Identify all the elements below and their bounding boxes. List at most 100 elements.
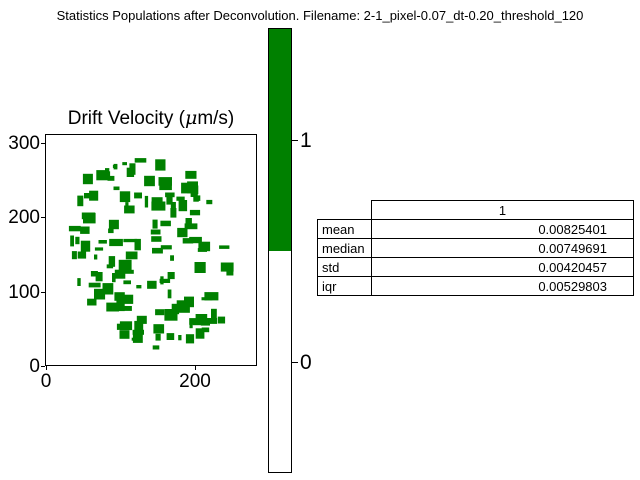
velocity-pixel-cluster: [119, 191, 131, 203]
velocity-pixel-cluster: [134, 320, 144, 332]
table-cell-value: 0.00420457: [371, 257, 634, 277]
table-cell-value: 0.00825401: [371, 219, 634, 239]
plot-area: [45, 134, 257, 366]
velocity-pixel-cluster: [176, 300, 185, 310]
velocity-pixel-cluster: [124, 205, 135, 214]
velocity-pixel-cluster: [219, 245, 230, 249]
velocity-pixel-cluster: [132, 333, 143, 343]
velocity-pixel-cluster: [105, 168, 110, 173]
velocity-pixel-cluster: [185, 170, 197, 179]
velocity-pixel-cluster: [134, 238, 141, 251]
colorbar-tickmark-1: [292, 140, 298, 141]
velocity-pixel-cluster: [159, 278, 171, 283]
velocity-pixel-cluster: [68, 225, 81, 232]
velocity-pixel-cluster: [88, 282, 101, 288]
velocity-pixel-cluster: [94, 247, 104, 251]
velocity-pixel-cluster: [165, 192, 175, 198]
velocity-pixel-cluster: [136, 315, 147, 324]
y-tickmark-100: [41, 292, 45, 293]
table-row: median 0.00749691: [317, 238, 634, 258]
velocity-pixel-cluster: [160, 245, 172, 250]
velocity-pixel-cluster: [122, 162, 127, 166]
velocity-pixel-cluster: [80, 226, 90, 234]
velocity-pixel-cluster: [153, 324, 163, 333]
velocity-pixel-cluster: [201, 297, 213, 301]
table-row-label: median: [317, 238, 372, 258]
velocity-pixel-cluster: [77, 251, 87, 259]
y-tick-200: 200: [8, 207, 40, 228]
axes-title: Drift Velocity (μm/s): [45, 107, 257, 130]
velocity-pixel-cluster: [160, 276, 164, 285]
velocity-pixel-cluster: [150, 229, 161, 235]
x-tickmark-200: [195, 366, 196, 370]
velocity-pixel-cluster: [152, 345, 160, 350]
figure-suptitle: Statistics Populations after Deconvoluti…: [56, 8, 584, 23]
velocity-pixel-cluster: [134, 192, 142, 199]
y-tickmark-0: [41, 366, 45, 367]
velocity-pixel-cluster: [125, 251, 138, 260]
table-cell-value: 0.00529803: [371, 276, 634, 296]
velocity-pixel-cluster: [170, 202, 176, 211]
velocity-pixel-cluster: [198, 241, 211, 252]
velocity-pixel-cluster: [189, 209, 201, 216]
velocity-pixel-cluster: [185, 218, 192, 229]
table-cell-value: 0.00749691: [371, 238, 634, 258]
velocity-pixel-cluster: [211, 308, 217, 319]
velocity-pixel-cluster: [189, 318, 200, 325]
velocity-pixel-cluster: [147, 280, 157, 289]
velocity-pixel-cluster: [108, 256, 116, 267]
velocity-pixel-cluster: [160, 220, 171, 227]
velocity-pixel-cluster: [178, 305, 190, 313]
velocity-pixel-cluster: [113, 186, 120, 191]
velocity-pixel-cluster: [70, 235, 74, 247]
velocity-pixel-cluster: [81, 212, 95, 220]
velocity-pixel-cluster: [123, 269, 134, 274]
table-row: iqr 0.00529803: [317, 276, 634, 296]
velocity-pixel-cluster: [170, 208, 177, 218]
velocity-pixel-cluster: [144, 195, 149, 208]
velocity-pixel-cluster: [152, 219, 158, 229]
colorbar-label-0: 0: [300, 351, 312, 374]
velocity-pixel-cluster: [152, 247, 163, 254]
velocity-pixel-cluster: [189, 236, 202, 244]
axes-title-mu: μ: [184, 107, 198, 129]
velocity-pixel-cluster: [134, 158, 147, 163]
velocity-pixel-cluster: [155, 309, 165, 316]
velocity-pixel-cluster: [178, 335, 182, 341]
velocity-pixel-cluster: [82, 173, 93, 185]
velocity-pixel-cluster: [94, 288, 106, 300]
velocity-pixel-cluster: [107, 175, 115, 181]
velocity-pixel-cluster: [102, 171, 111, 180]
table-corner: [318, 201, 372, 220]
y-tickmark-200: [41, 217, 45, 218]
velocity-pixel-cluster: [194, 195, 201, 201]
table-column-header: 1: [371, 200, 634, 220]
table-row-label: mean: [317, 219, 372, 239]
velocity-pixel-cluster: [71, 251, 77, 260]
colorbar: [268, 28, 292, 473]
velocity-pixel-cluster: [158, 177, 172, 186]
table-row-label: iqr: [317, 276, 372, 296]
velocity-pixel-cluster: [108, 219, 119, 230]
velocity-pixel-cluster: [112, 164, 118, 168]
y-tick-300: 300: [8, 133, 40, 154]
velocity-pixel-cluster: [190, 188, 198, 197]
velocity-pixel-cluster: [87, 298, 97, 306]
velocity-pixel-cluster: [98, 240, 107, 244]
velocity-pixel-cluster: [108, 228, 114, 234]
velocity-pixel-cluster: [119, 321, 133, 331]
velocity-pixel-cluster: [77, 195, 84, 207]
velocity-pixel-cluster: [121, 306, 132, 311]
velocity-pixel-cluster: [144, 175, 155, 187]
velocity-pixel-cluster: [184, 296, 194, 308]
velocity-pixel-cluster: [118, 259, 132, 271]
velocity-pixel-cluster: [123, 280, 131, 285]
velocity-pixel-cluster: [90, 271, 98, 277]
y-tick-0: 0: [29, 356, 40, 377]
velocity-pixel-cluster: [84, 193, 98, 199]
y-tickmark-300: [41, 143, 45, 144]
velocity-pixel-cluster: [166, 196, 173, 205]
velocity-pixel-cluster: [75, 236, 80, 245]
velocity-pixel-cluster: [94, 254, 98, 260]
velocity-pixel-cluster: [178, 200, 188, 212]
